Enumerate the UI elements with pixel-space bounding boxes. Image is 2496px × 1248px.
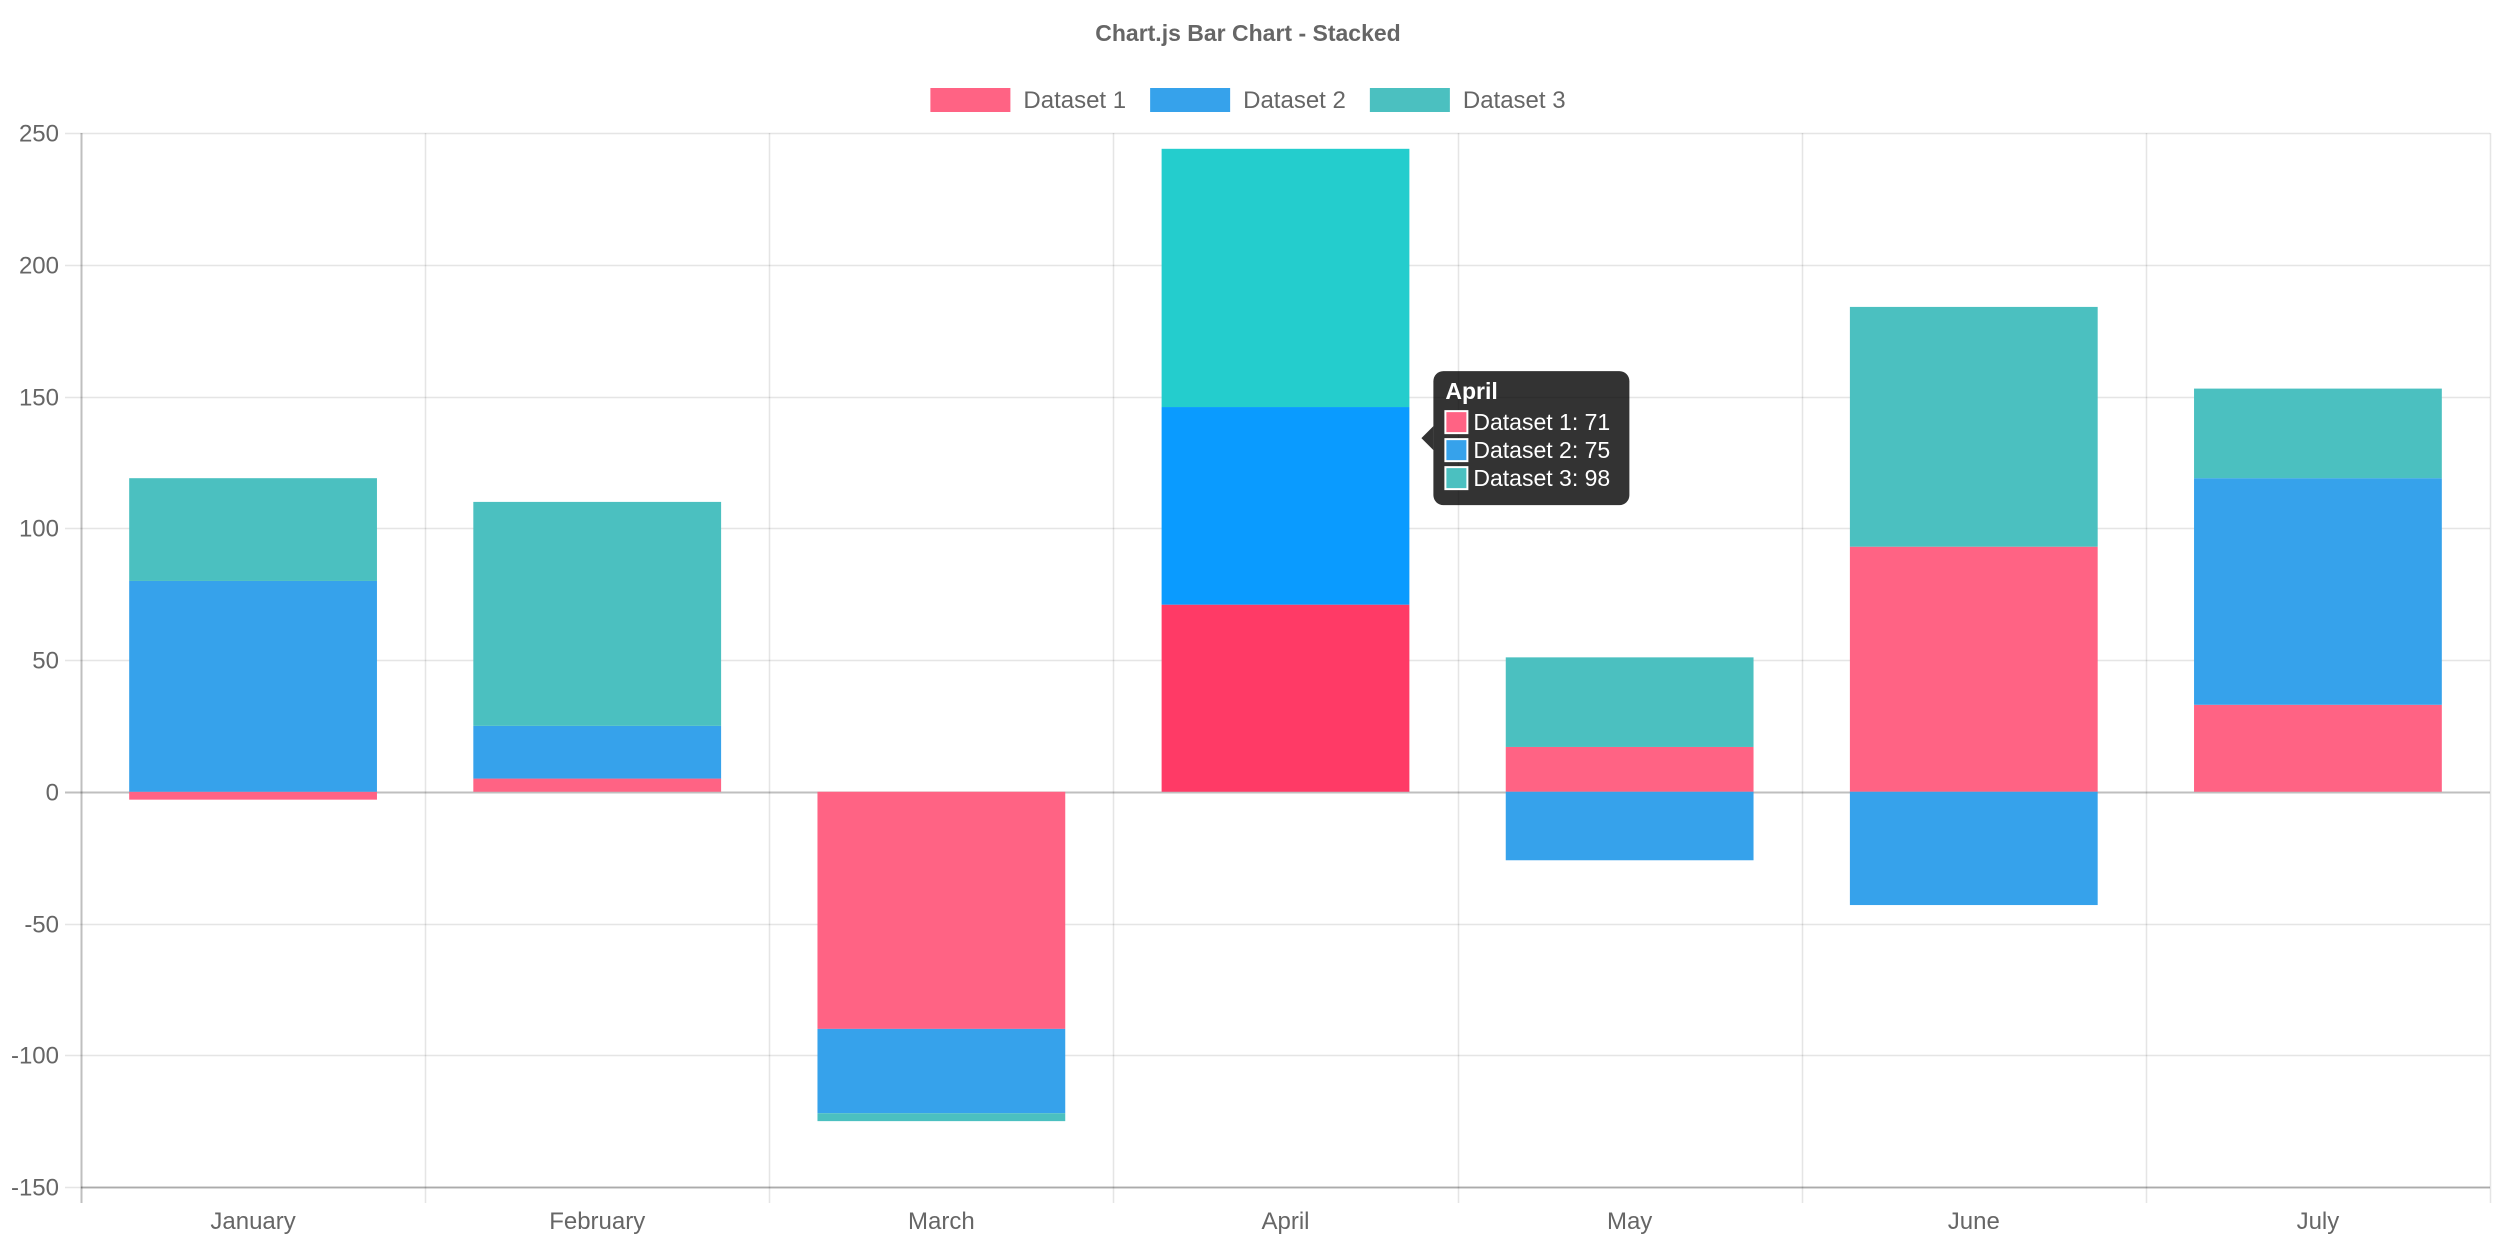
bar-june-dataset-2[interactable]: [1849, 791, 2098, 906]
bars: [129, 148, 2442, 1122]
chart-title: Chart.js Bar Chart - Stacked: [1095, 20, 1400, 46]
x-tick-label: March: [908, 1208, 975, 1235]
bar-may-dataset-1[interactable]: [1505, 746, 1754, 792]
bar-july-dataset-1[interactable]: [2194, 704, 2442, 792]
legend-item-dataset-3[interactable]: Dataset 3: [1369, 87, 1566, 114]
y-tick-label: 200: [19, 253, 59, 280]
x-tick-label: May: [1607, 1208, 1652, 1235]
x-tick-label: June: [1948, 1208, 2000, 1235]
legend-item-dataset-2[interactable]: Dataset 2: [1150, 87, 1346, 114]
legend-item-dataset-1[interactable]: Dataset 1: [930, 87, 1126, 114]
bar-june-dataset-1[interactable]: [1849, 546, 2098, 792]
legend: Dataset 1 Dataset 2 Dataset 3: [930, 87, 1566, 114]
tooltip-background: [1433, 371, 1630, 506]
y-tick-label: 150: [19, 385, 59, 412]
bar-january-dataset-1[interactable]: [129, 791, 377, 800]
bar-april-dataset-2[interactable]: [1161, 407, 1410, 605]
bar-july-dataset-2[interactable]: [2194, 478, 2442, 705]
bar-may-dataset-2[interactable]: [1505, 791, 1754, 861]
bar-may-dataset-3[interactable]: [1505, 657, 1754, 747]
y-tick-label: 0: [46, 780, 59, 807]
bar-january-dataset-2[interactable]: [129, 580, 377, 792]
y-tick-label: 100: [19, 516, 59, 543]
y-tick-label: 250: [19, 121, 59, 148]
x-tick-label: February: [549, 1208, 645, 1235]
x-tick-label: January: [210, 1208, 295, 1235]
bar-january-dataset-3[interactable]: [129, 478, 377, 581]
bar-july-dataset-3[interactable]: [2194, 388, 2442, 479]
y-tick-label: 50: [32, 648, 59, 675]
tooltip-swatch: [1444, 438, 1469, 463]
legend-label: Dataset 1: [1023, 87, 1126, 114]
bar-march-dataset-1[interactable]: [817, 791, 1066, 1029]
bar-march-dataset-2[interactable]: [817, 1028, 1066, 1114]
y-tick-label: -50: [24, 912, 59, 939]
bar-february-dataset-1[interactable]: [473, 778, 722, 792]
x-tick-label: July: [2297, 1208, 2340, 1235]
y-tick-label: -100: [11, 1043, 59, 1070]
bar-june-dataset-3[interactable]: [1849, 306, 2098, 547]
bar-march-dataset-3[interactable]: [817, 1113, 1066, 1122]
tooltip-line: Dataset 1: 71: [1473, 409, 1610, 435]
bar-april-dataset-1[interactable]: [1161, 604, 1410, 792]
legend-swatch: [1369, 88, 1450, 112]
tooltip-line: Dataset 2: 75: [1473, 437, 1610, 463]
y-tick-label: -150: [11, 1175, 59, 1202]
tooltip-caret: [1421, 426, 1434, 451]
legend-label: Dataset 2: [1243, 87, 1346, 114]
bar-february-dataset-3[interactable]: [473, 501, 722, 726]
tooltip-title: April: [1445, 378, 1497, 404]
legend-swatch: [1150, 88, 1231, 112]
x-tick-label: April: [1261, 1208, 1309, 1235]
bar-february-dataset-2[interactable]: [473, 725, 722, 779]
bar-april-dataset-3[interactable]: [1161, 148, 1410, 408]
legend-swatch: [930, 88, 1011, 112]
axes: 250 200 150 100 50 0 -50 -100 -150 January Februar…: [11, 121, 2490, 1235]
tooltip-swatch: [1444, 466, 1469, 491]
tooltip-line: Dataset 3: 98: [1473, 465, 1610, 491]
tooltip-swatch: [1444, 410, 1469, 435]
legend-label: Dataset 3: [1463, 87, 1566, 114]
